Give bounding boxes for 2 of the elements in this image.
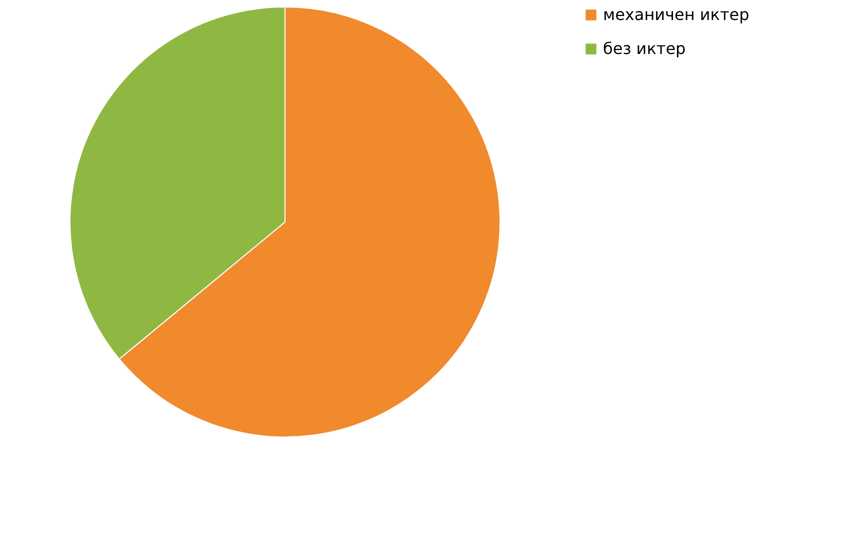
legend-label: без иктер — [603, 39, 686, 58]
legend-label: механичен иктер — [603, 5, 750, 24]
